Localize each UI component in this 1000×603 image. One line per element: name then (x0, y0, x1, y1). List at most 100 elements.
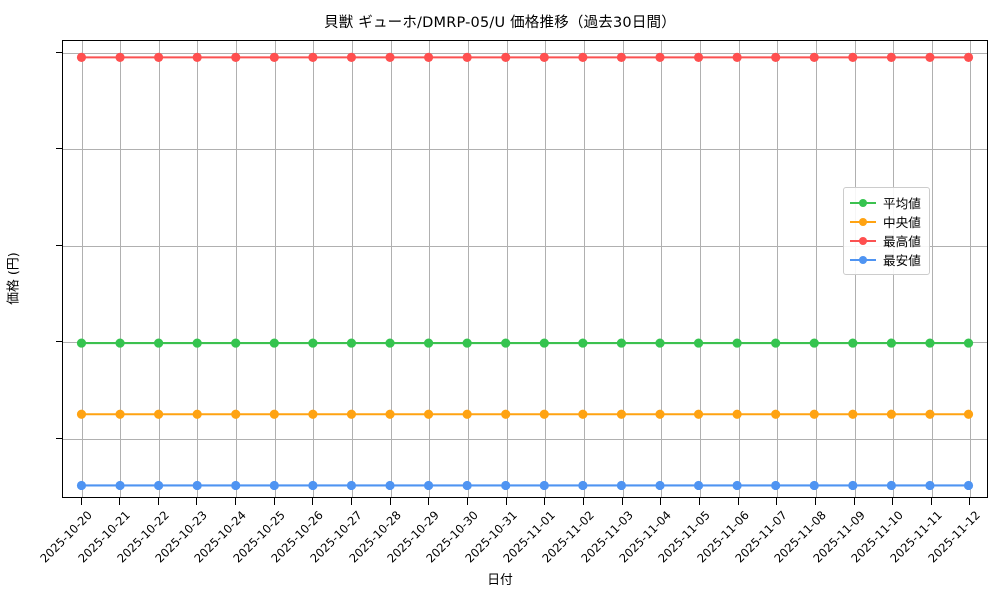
gridline-horizontal (63, 439, 987, 441)
gridline-vertical (661, 41, 663, 497)
data-point-marker (848, 409, 858, 419)
data-point-marker (231, 338, 241, 348)
data-point-marker (925, 480, 935, 491)
legend-label: 最安値 (883, 253, 921, 268)
series-平均値 (76, 338, 974, 348)
data-point-marker (269, 409, 279, 419)
chart-title: 貝獣 ギューホ/DMRP-05/U 価格推移（過去30日間） (324, 15, 676, 31)
data-point-marker (655, 409, 665, 419)
data-point-marker (154, 409, 164, 419)
legend-swatch-icon (850, 216, 876, 228)
data-point-marker (385, 52, 395, 62)
data-point-marker (385, 480, 395, 491)
data-point-marker (655, 52, 665, 62)
data-point-marker (462, 409, 472, 419)
legend-item-中央値[interactable]: 中央値 (850, 212, 921, 231)
gridline-vertical (777, 41, 779, 497)
data-point-marker (346, 480, 357, 491)
gridline-vertical (699, 41, 701, 497)
data-point-marker (269, 480, 279, 491)
data-point-marker (578, 409, 588, 419)
gridline-vertical (197, 41, 199, 497)
legend-label: 最高値 (883, 234, 921, 249)
gridline-vertical (815, 41, 817, 497)
legend-label: 平均値 (883, 196, 921, 211)
data-point-marker (886, 338, 896, 348)
x-tick-mark (235, 498, 237, 505)
data-point-marker (693, 409, 704, 419)
x-tick-label: 2025-10-22 (114, 508, 172, 566)
data-point-marker (809, 52, 819, 62)
data-point-marker (501, 338, 511, 348)
data-point-marker (963, 480, 974, 491)
x-tick-mark (157, 498, 159, 505)
data-point-marker (423, 480, 434, 491)
x-tick-label: 2025-11-02 (539, 508, 597, 566)
data-point-marker (462, 480, 472, 491)
data-point-marker (192, 338, 202, 348)
x-tick-label: 2025-11-09 (809, 508, 868, 566)
data-point-marker (501, 409, 511, 419)
data-point-marker (115, 338, 125, 348)
x-tick-label: 2025-11-05 (655, 508, 713, 566)
data-point-marker (578, 52, 588, 62)
legend-item-平均値[interactable]: 平均値 (850, 193, 921, 212)
data-point-marker (925, 409, 935, 419)
data-point-marker (809, 409, 819, 419)
x-tick-label: 2025-11-10 (848, 508, 907, 566)
data-point-marker (963, 52, 974, 62)
data-point-marker (848, 480, 858, 491)
x-tick-mark (80, 498, 82, 505)
data-point-marker (462, 52, 472, 62)
data-point-marker (76, 338, 87, 348)
legend-item-最高値[interactable]: 最高値 (850, 231, 921, 250)
legend-item-最安値[interactable]: 最安値 (850, 250, 921, 269)
x-tick-mark (428, 498, 430, 505)
x-tick-label: 2025-10-27 (307, 508, 365, 566)
data-point-marker (655, 338, 665, 348)
data-point-marker (423, 52, 434, 62)
x-tick-mark (969, 498, 971, 505)
gridline-horizontal (63, 52, 987, 54)
data-point-marker (308, 480, 318, 491)
x-tick-label: 2025-10-29 (384, 508, 443, 566)
data-point-marker (578, 480, 588, 491)
x-tick-mark (737, 498, 739, 505)
x-tick-label: 2025-10-20 (36, 508, 95, 566)
data-point-marker (269, 52, 279, 62)
x-tick-label: 2025-10-21 (75, 508, 134, 566)
x-tick-label: 2025-11-12 (925, 508, 984, 566)
x-tick-label: 2025-11-04 (616, 508, 675, 566)
gridline-vertical (738, 41, 740, 497)
y-axis-label: 価格 (円) (6, 252, 22, 305)
data-point-marker (539, 338, 549, 348)
x-tick-mark (660, 498, 662, 505)
data-point-marker (693, 52, 704, 62)
data-point-marker (771, 338, 781, 348)
data-point-marker (308, 52, 318, 62)
data-point-marker (616, 409, 627, 419)
data-point-marker (385, 338, 395, 348)
x-tick-mark (698, 498, 700, 505)
data-point-marker (963, 338, 974, 348)
legend-swatch-icon (850, 254, 876, 266)
x-tick-label: 2025-11-06 (693, 508, 752, 566)
data-point-marker (963, 409, 974, 419)
x-tick-label: 2025-11-03 (577, 508, 636, 566)
gridline-vertical (429, 41, 431, 497)
gridline-vertical (390, 41, 392, 497)
data-point-marker (115, 480, 125, 491)
gridline-horizontal (63, 149, 987, 151)
x-tick-mark (582, 498, 584, 505)
data-point-marker (76, 409, 87, 419)
legend-marker-icon (859, 256, 867, 264)
series-layer (76, 52, 974, 491)
data-point-marker (154, 338, 164, 348)
plot-area (62, 40, 988, 498)
gridline-vertical (622, 41, 624, 497)
legend-marker-icon (859, 218, 867, 226)
legend-marker-icon (859, 237, 867, 245)
x-tick-mark (312, 498, 314, 505)
data-point-marker (886, 52, 896, 62)
